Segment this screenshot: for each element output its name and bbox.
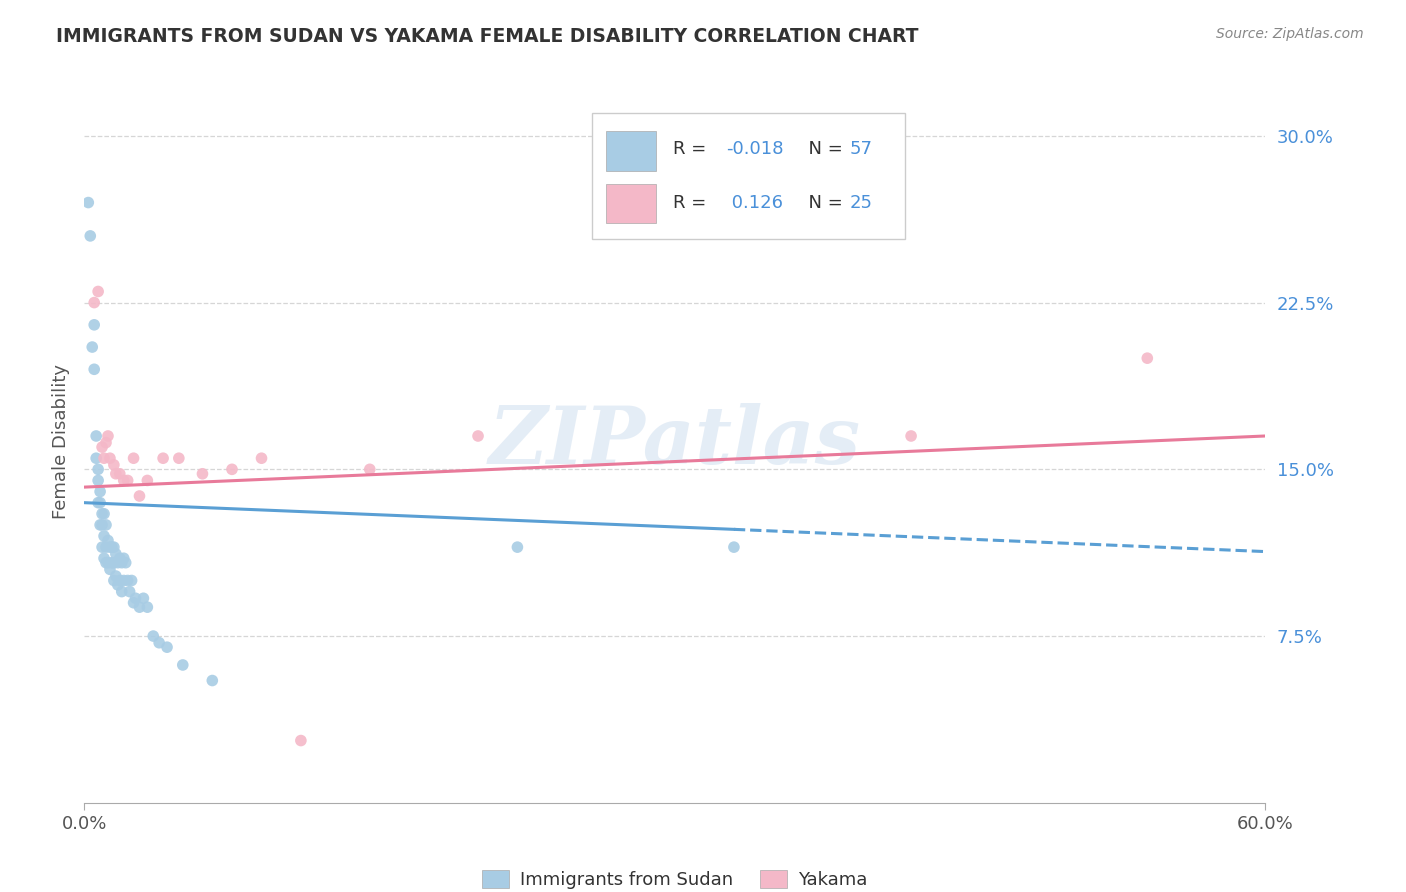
Point xyxy=(98,540,121,554)
FancyBboxPatch shape xyxy=(606,184,657,223)
Point xyxy=(94,435,117,450)
Point xyxy=(79,228,101,243)
Point xyxy=(91,540,114,554)
Point xyxy=(107,556,129,570)
Point xyxy=(148,636,170,650)
Point xyxy=(156,640,179,655)
Point xyxy=(104,467,127,481)
Point xyxy=(82,340,104,354)
Text: -0.018: -0.018 xyxy=(725,140,783,158)
Text: N =: N = xyxy=(797,140,848,158)
Point xyxy=(83,362,105,376)
Point xyxy=(93,507,115,521)
Point xyxy=(128,489,150,503)
Point xyxy=(83,295,105,310)
Point xyxy=(104,569,127,583)
Point xyxy=(104,547,127,561)
Point xyxy=(128,600,150,615)
Text: N =: N = xyxy=(797,194,848,212)
Point xyxy=(152,451,174,466)
Point xyxy=(87,285,110,299)
Point xyxy=(103,556,125,570)
Text: ZIPatlas: ZIPatlas xyxy=(489,403,860,480)
Point xyxy=(87,496,110,510)
Point xyxy=(97,429,120,443)
Point xyxy=(900,429,922,443)
Point xyxy=(172,657,194,672)
Legend: Immigrants from Sudan, Yakama: Immigrants from Sudan, Yakama xyxy=(475,863,875,892)
Point xyxy=(103,540,125,554)
Point xyxy=(87,462,110,476)
FancyBboxPatch shape xyxy=(592,112,905,239)
Point xyxy=(108,551,131,566)
Text: Source: ZipAtlas.com: Source: ZipAtlas.com xyxy=(1216,27,1364,41)
Point xyxy=(91,440,114,454)
Point xyxy=(93,451,115,466)
Point xyxy=(467,429,489,443)
Point xyxy=(290,733,312,747)
Point xyxy=(87,474,110,488)
Point xyxy=(103,458,125,472)
Point xyxy=(122,596,145,610)
Point xyxy=(97,556,120,570)
Point xyxy=(108,467,131,481)
Point xyxy=(114,556,136,570)
Point xyxy=(94,556,117,570)
Point xyxy=(93,551,115,566)
Point xyxy=(122,451,145,466)
Point xyxy=(201,673,224,688)
Text: R =: R = xyxy=(672,194,711,212)
Text: 0.126: 0.126 xyxy=(725,194,783,212)
Point xyxy=(136,474,159,488)
Point xyxy=(91,517,114,532)
Point xyxy=(94,540,117,554)
Point xyxy=(506,540,529,554)
Point xyxy=(167,451,190,466)
Y-axis label: Female Disability: Female Disability xyxy=(52,364,70,519)
Point xyxy=(121,574,143,588)
Point xyxy=(117,474,139,488)
Point xyxy=(221,462,243,476)
Point xyxy=(101,556,124,570)
Text: IMMIGRANTS FROM SUDAN VS YAKAMA FEMALE DISABILITY CORRELATION CHART: IMMIGRANTS FROM SUDAN VS YAKAMA FEMALE D… xyxy=(56,27,918,45)
Point xyxy=(111,556,134,570)
Point xyxy=(83,318,105,332)
Point xyxy=(112,474,135,488)
Point xyxy=(124,591,146,606)
Point xyxy=(89,517,111,532)
Point xyxy=(132,591,155,606)
Point xyxy=(112,551,135,566)
Point xyxy=(359,462,381,476)
Point xyxy=(98,451,121,466)
FancyBboxPatch shape xyxy=(606,131,657,170)
Point xyxy=(93,529,115,543)
Point xyxy=(107,578,129,592)
Point xyxy=(77,195,100,210)
Point xyxy=(136,600,159,615)
Point xyxy=(89,496,111,510)
Point xyxy=(108,574,131,588)
Point xyxy=(117,574,139,588)
Point xyxy=(84,451,107,466)
Point xyxy=(97,533,120,548)
Point xyxy=(101,540,124,554)
Point xyxy=(91,507,114,521)
Point xyxy=(94,517,117,532)
Text: 25: 25 xyxy=(849,194,873,212)
Point xyxy=(111,584,134,599)
Point xyxy=(142,629,165,643)
Point xyxy=(112,574,135,588)
Point xyxy=(1136,351,1159,366)
Point xyxy=(723,540,745,554)
Point xyxy=(89,484,111,499)
Text: R =: R = xyxy=(672,140,711,158)
Point xyxy=(191,467,214,481)
Point xyxy=(84,429,107,443)
Point xyxy=(250,451,273,466)
Text: 57: 57 xyxy=(849,140,873,158)
Point xyxy=(98,562,121,576)
Point xyxy=(118,584,141,599)
Point xyxy=(103,574,125,588)
